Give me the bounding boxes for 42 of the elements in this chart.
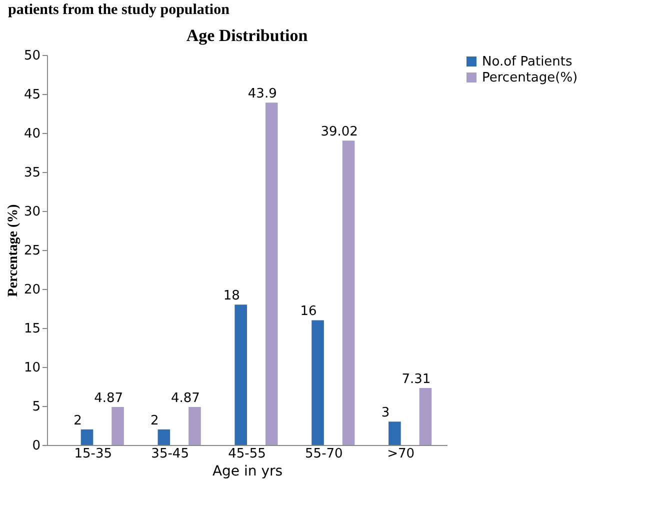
legend-label: Percentage(%) — [482, 70, 578, 86]
bar — [234, 304, 247, 445]
y-tick-label: 40 — [24, 126, 40, 142]
data-label: 2 — [74, 413, 82, 428]
bar — [419, 388, 432, 445]
y-tick-label: 20 — [24, 282, 40, 298]
bar — [112, 407, 124, 445]
data-label: 39.02 — [320, 124, 358, 140]
bar — [342, 140, 355, 445]
data-label: 16 — [300, 304, 317, 320]
data-label: 18 — [223, 288, 240, 304]
data-label: 3 — [381, 406, 390, 421]
y-axis-title: Percentage (%) — [6, 204, 21, 297]
y-tick-label: 50 — [24, 48, 40, 64]
text: patients from the study population — [7, 1, 230, 20]
x-tick-label: >70 — [387, 446, 415, 462]
x-tick-label: 15-35 — [74, 446, 112, 462]
bar — [388, 422, 401, 445]
data-label: 2 — [150, 413, 159, 428]
y-tick-label: 10 — [24, 360, 40, 376]
x-axis-title: Age in yrs — [212, 464, 283, 480]
y-tick-label: 0 — [32, 438, 40, 454]
y-tick-label: 15 — [24, 322, 40, 336]
y-tick-label: 35 — [24, 166, 40, 180]
data-label: 43.9 — [248, 86, 277, 102]
x-tick-label: 35-45 — [151, 446, 189, 462]
bar — [312, 320, 324, 445]
bar — [188, 407, 201, 445]
bar — [265, 102, 278, 445]
data-label: 4.87 — [170, 391, 200, 406]
bar — [158, 429, 170, 445]
y-tick-label: 45 — [24, 88, 40, 102]
x-tick-label: 45-55 — [228, 446, 266, 462]
x-tick-label: 55-70 — [305, 446, 343, 462]
y-tick-label: 5 — [32, 400, 40, 414]
data-label: 4.87 — [94, 391, 124, 406]
data-label: 7.31 — [402, 372, 431, 387]
bar — [80, 429, 94, 445]
legend-label: No.of Patients — [482, 54, 573, 70]
y-tick-label: 30 — [24, 204, 40, 220]
y-tick-label: 25 — [24, 244, 40, 258]
chart-title: Age Distribution — [186, 26, 308, 45]
